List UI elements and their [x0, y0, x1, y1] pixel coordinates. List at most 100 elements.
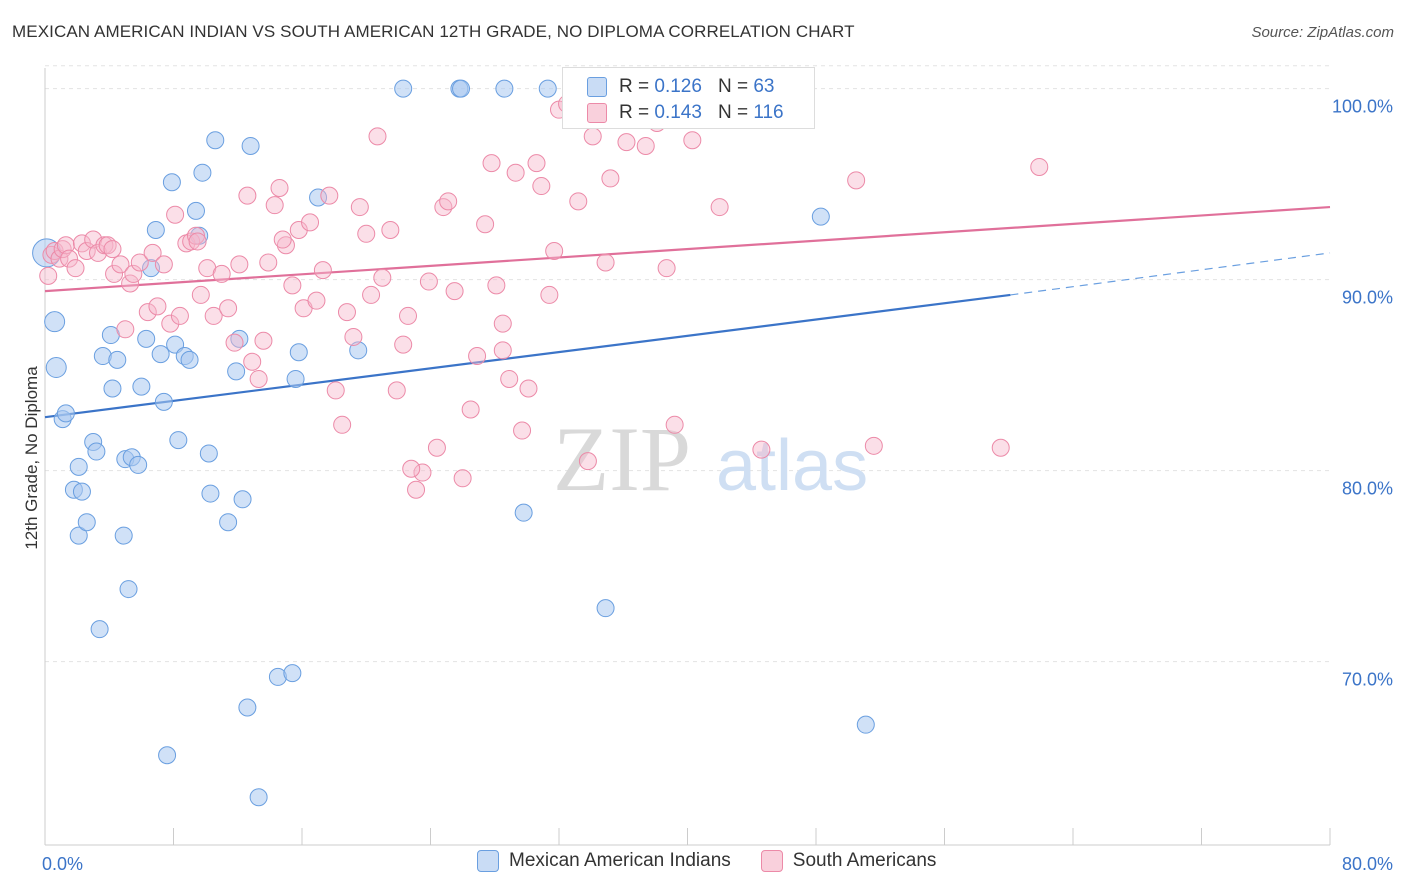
- point-south-americans: [212, 264, 231, 283]
- point-south-americans: [482, 154, 501, 173]
- point-south-americans: [373, 268, 392, 287]
- trendline-extension: [1010, 252, 1331, 296]
- point-south-americans: [243, 352, 262, 371]
- legend-item-mexican-american-indians[interactable]: Mexican American Indians: [477, 850, 731, 872]
- y-tick-label: 100.0%: [1332, 97, 1393, 117]
- stats-swatch-pink: [587, 103, 607, 123]
- point-mexican-american-indians: [233, 490, 252, 509]
- point-south-americans: [161, 314, 180, 333]
- point-mexican-american-indians: [132, 377, 151, 396]
- point-south-americans: [527, 154, 546, 173]
- point-south-americans: [583, 127, 602, 146]
- point-south-americans: [991, 438, 1010, 457]
- point-south-americans: [569, 192, 588, 211]
- y-tick-label: 90.0%: [1342, 288, 1393, 308]
- point-mexican-american-indians: [206, 131, 225, 150]
- point-mexican-american-indians: [119, 580, 138, 599]
- point-south-americans: [124, 264, 143, 283]
- point-mexican-american-indians: [286, 369, 305, 388]
- stats-row-south-americans: R = 0.143 N = 116: [587, 101, 784, 125]
- point-mexican-american-indians: [596, 599, 615, 618]
- point-south-americans: [545, 241, 564, 260]
- point-south-americans: [847, 171, 866, 190]
- point-mexican-american-indians: [137, 329, 156, 348]
- point-mexican-american-indians: [241, 136, 260, 155]
- point-south-americans: [89, 243, 108, 262]
- point-mexican-american-indians: [45, 357, 67, 379]
- point-mexican-american-indians: [538, 79, 557, 98]
- point-south-americans: [337, 303, 356, 322]
- point-mexican-american-indians: [151, 345, 170, 364]
- legend-item-south-americans[interactable]: South Americans: [760, 850, 936, 872]
- point-south-americans: [111, 255, 130, 274]
- point-mexican-american-indians: [90, 620, 109, 639]
- point-south-americans: [578, 452, 597, 471]
- point-south-americans: [138, 303, 157, 322]
- point-mexican-american-indians: [811, 207, 830, 226]
- point-south-americans: [313, 261, 332, 280]
- point-south-americans: [148, 297, 167, 316]
- r-label: R =: [619, 76, 650, 97]
- point-south-americans: [468, 347, 487, 366]
- point-mexican-american-indians: [146, 220, 165, 239]
- point-south-americans: [407, 480, 426, 499]
- point-mexican-american-indians: [108, 350, 127, 369]
- point-mexican-american-indians: [227, 362, 246, 381]
- n-label: N =: [717, 76, 749, 97]
- point-south-americans: [752, 440, 771, 459]
- point-mexican-american-indians: [193, 163, 212, 182]
- point-south-americans: [307, 291, 326, 310]
- watermark-zip: ZIP: [553, 408, 691, 510]
- point-mexican-american-indians: [452, 79, 471, 98]
- point-mexican-american-indians: [162, 173, 181, 192]
- legend-swatch-blue: [477, 850, 499, 872]
- legend-label: Mexican American Indians: [509, 850, 731, 871]
- r-value: 0.143: [654, 102, 702, 123]
- point-south-americans: [357, 224, 376, 243]
- point-mexican-american-indians: [44, 311, 66, 333]
- point-mexican-american-indians: [289, 343, 308, 362]
- point-south-americans: [683, 131, 702, 150]
- point-south-americans: [476, 215, 495, 234]
- point-mexican-american-indians: [103, 379, 122, 398]
- point-south-americans: [387, 381, 406, 400]
- point-south-americans: [402, 459, 421, 478]
- point-mexican-american-indians: [180, 350, 199, 369]
- point-south-americans: [532, 177, 551, 196]
- y-tick-label: 70.0%: [1342, 670, 1393, 690]
- point-south-americans: [103, 240, 122, 259]
- point-south-americans: [182, 232, 201, 251]
- point-mexican-american-indians: [87, 442, 106, 461]
- point-south-americans: [617, 133, 636, 152]
- stats-row-mexican-american-indians: R = 0.126 N = 63: [587, 75, 774, 99]
- point-south-americans: [238, 186, 257, 205]
- point-south-americans: [116, 320, 135, 339]
- point-mexican-american-indians: [186, 201, 205, 220]
- point-south-americans: [259, 253, 278, 272]
- point-south-americans: [301, 213, 320, 232]
- point-south-americans: [453, 469, 472, 488]
- point-south-americans: [445, 282, 464, 301]
- point-mexican-american-indians: [129, 455, 148, 474]
- point-mexican-american-indians: [394, 79, 413, 98]
- point-south-americans: [154, 255, 173, 274]
- point-mexican-american-indians: [56, 404, 75, 423]
- point-south-americans: [333, 415, 352, 434]
- point-south-americans: [254, 331, 273, 350]
- point-south-americans: [710, 198, 729, 217]
- point-south-americans: [601, 169, 620, 188]
- n-label: N =: [717, 102, 749, 123]
- x-tick-label: 80.0%: [1342, 854, 1393, 874]
- y-axis-label: 12th Grade, No Diploma: [22, 366, 41, 550]
- point-south-americans: [487, 276, 506, 295]
- point-south-americans: [864, 436, 883, 455]
- point-south-americans: [60, 249, 79, 268]
- point-south-americans: [1030, 157, 1049, 176]
- point-south-americans: [225, 333, 244, 352]
- n-value: 63: [753, 76, 775, 97]
- point-south-americans: [273, 230, 292, 249]
- point-south-americans: [413, 463, 432, 482]
- point-south-americans: [77, 241, 96, 260]
- point-south-americans: [130, 253, 149, 272]
- point-mexican-american-indians: [514, 503, 533, 522]
